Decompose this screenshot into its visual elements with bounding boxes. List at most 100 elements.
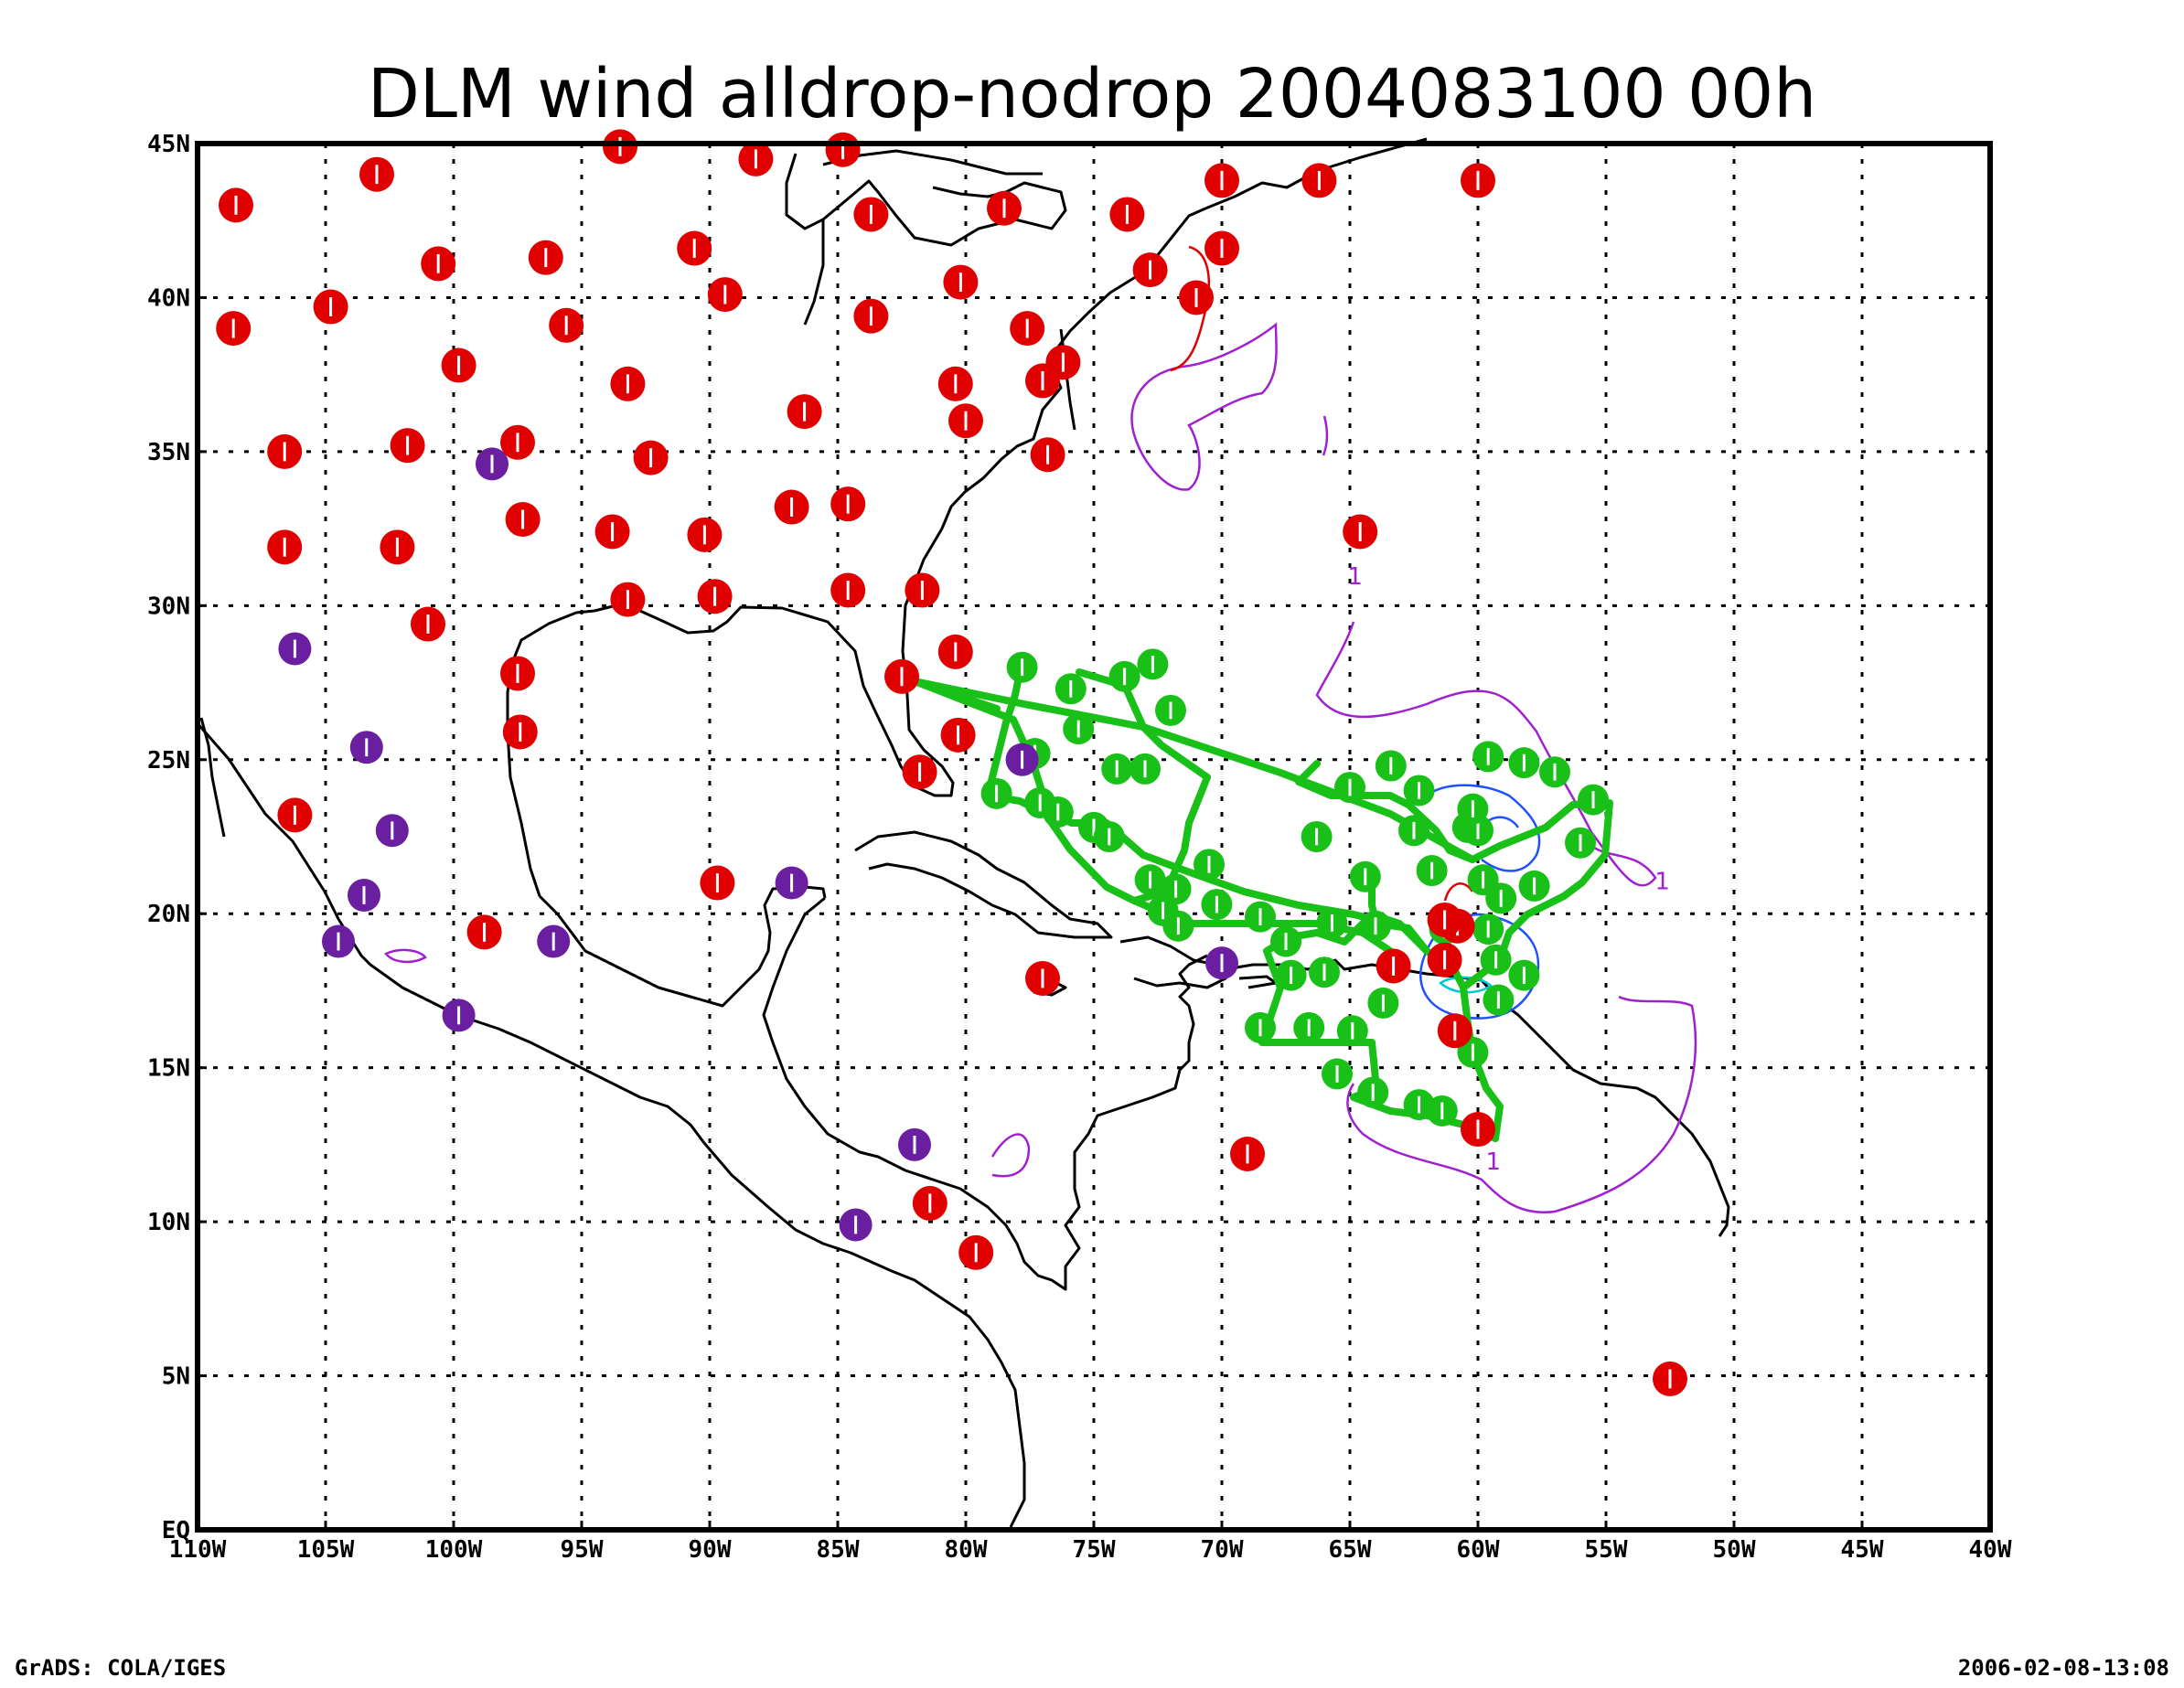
station-marker-purple [442,999,476,1032]
dropsonde-marker [1349,860,1381,892]
station-marker-purple [775,866,808,900]
station-marker-red [1025,960,1060,996]
dropsonde-marker [1336,1015,1368,1047]
station-marker-purple [898,1127,931,1161]
dropsonde-marker [1357,1076,1389,1108]
station-marker-red [390,428,425,464]
station-marker-purple [278,632,312,666]
station-marker-red [502,714,538,750]
station-marker-red [700,865,735,901]
station-marker-red [687,517,723,552]
y-tick-label: 10N [147,1209,190,1236]
station-marker-red [948,403,983,439]
station-marker-red [677,230,712,266]
dropsonde-marker [1194,849,1225,881]
coastline-us-east [506,137,1428,897]
footer-right: 2006-02-08-13:08 [1958,1655,2169,1681]
station-marker-red [830,572,866,608]
dropsonde-marker [1162,910,1194,942]
dropsonde-marker [1472,741,1504,773]
x-tick-label: 105W [297,1536,355,1564]
station-marker-red [738,141,774,176]
y-tick-label: 25N [147,747,190,775]
station-marker-red [958,1234,994,1270]
station-marker-red [1230,1136,1265,1171]
dropsonde-marker [1398,815,1429,847]
difference-contours: 1 1 1 [384,245,1697,1214]
station-marker-red [1437,1013,1472,1049]
station-marker-purple [349,731,383,764]
station-marker-red [500,656,535,691]
station-marker-purple [375,814,409,848]
station-marker-red [1461,163,1495,198]
station-marker-purple [322,924,355,958]
dropsonde-marker [1578,784,1609,816]
station-marker-red [937,634,973,669]
contour-magenta-north-small [1322,415,1329,456]
dropsonde-marker [1245,901,1276,933]
station-marker-red [603,129,637,165]
y-tick-label: 45N [147,131,190,158]
contour-magenta-north [1130,322,1278,491]
dropsonde-marker [1508,959,1540,991]
station-marker-purple [348,879,380,913]
x-tick-label: 40W [1969,1536,2012,1564]
station-marker-purple [1205,946,1238,980]
station-marker-red [1301,163,1337,198]
station-marker-red [313,289,348,325]
station-marker-red [549,307,584,343]
dropsonde-marker [1539,756,1570,788]
x-tick-label: 95W [561,1536,604,1564]
track-loop-east [1295,760,1613,991]
station-marker-purple [537,924,571,958]
station-marker-red [884,658,919,694]
station-marker-red [594,514,630,550]
station-marker-red [216,311,252,347]
dropsonde-marker [1309,956,1340,988]
station-markers [216,129,1687,1396]
station-marker-red [1427,942,1462,978]
dropsonde-marker [1063,713,1095,745]
dropsonde-marker [1245,1011,1276,1043]
station-marker-red [787,394,822,430]
coastlines [195,137,1730,1528]
dropsonde-marker [1270,925,1301,957]
station-marker-red [1179,280,1214,315]
dropsonde-marker [1293,1011,1325,1043]
dropsonde-marker [1457,793,1489,825]
coastline-lake-michigan [803,219,825,326]
dropsonde-marker [1360,910,1391,942]
station-marker-red [1376,948,1411,984]
station-marker-red [825,132,861,167]
contour-magenta-main [1315,621,1657,887]
station-marker-red [1045,345,1081,380]
contour-labels: 1 1 1 [1347,563,1670,1176]
contour-blue-outer [1426,784,1541,872]
x-tick-label: 80W [945,1536,988,1564]
x-tick-label: 50W [1713,1536,1756,1564]
dropsonde-marker [980,777,1012,809]
station-marker-red [1109,197,1145,232]
coastline-mexico-pacific [195,721,1026,1528]
station-marker-red [943,264,979,300]
station-marker-red [912,1185,947,1221]
station-marker-red [1030,437,1065,473]
x-tick-label: 110W [169,1536,227,1564]
station-marker-red [411,606,445,642]
coastline-baja [199,717,226,838]
y-tick-label: 35N [147,439,190,466]
y-axis-ticks: EQ 5N 10N 15N 20N 25N 30N 35N 40N 45N [147,131,207,1544]
station-marker-red [466,914,502,950]
x-tick-label: 85W [817,1536,860,1564]
dropsonde-marker [1275,959,1307,991]
x-tick-label: 70W [1201,1536,1244,1564]
station-marker-purple [476,447,509,481]
dropsonde-marker [1301,821,1333,852]
dropsonde-marker [1134,864,1166,896]
station-marker-red [697,579,733,614]
track-central [911,678,1394,955]
x-tick-label: 90W [689,1536,732,1564]
y-tick-label: EQ [162,1517,190,1544]
station-marker-red [707,277,743,313]
